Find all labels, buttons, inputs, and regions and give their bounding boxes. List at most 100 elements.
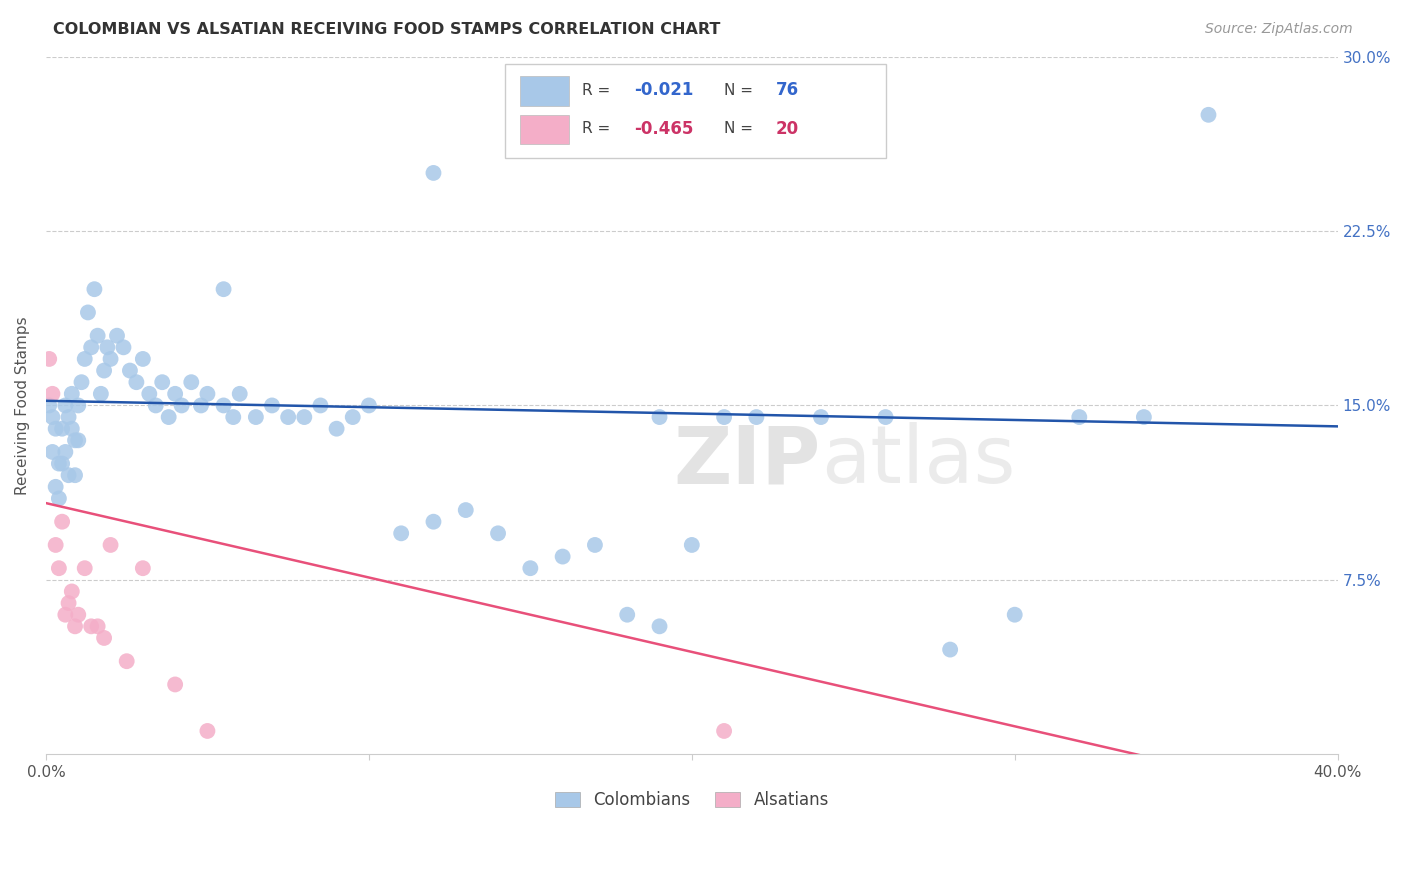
- Point: [165, 387, 187, 401]
- Point: [454, 503, 477, 517]
- Point: [41, 410, 63, 425]
- Point: [100, 538, 122, 552]
- Point: [681, 538, 703, 552]
- Point: [96, 340, 118, 354]
- Point: [80, 340, 103, 354]
- Point: [125, 375, 148, 389]
- Point: [551, 549, 574, 564]
- Point: [357, 399, 380, 413]
- Point: [63, 434, 86, 448]
- Point: [1198, 108, 1220, 122]
- Text: R =: R =: [582, 121, 616, 136]
- Point: [132, 561, 155, 575]
- Point: [48, 457, 70, 471]
- Point: [112, 340, 135, 354]
- Point: [157, 410, 180, 425]
- Point: [1069, 410, 1091, 425]
- Point: [51, 515, 73, 529]
- Point: [90, 387, 112, 401]
- Point: [48, 561, 70, 575]
- Point: [45, 422, 67, 436]
- Point: [1133, 410, 1156, 425]
- Point: [48, 491, 70, 506]
- Point: [60, 422, 83, 436]
- Point: [197, 387, 219, 401]
- Point: [60, 584, 83, 599]
- Point: [486, 526, 509, 541]
- Point: [325, 422, 347, 436]
- Point: [58, 468, 80, 483]
- Point: [67, 434, 90, 448]
- Point: [222, 410, 245, 425]
- Point: [292, 410, 315, 425]
- Point: [648, 410, 671, 425]
- Point: [53, 445, 76, 459]
- Point: [648, 619, 671, 633]
- Point: [745, 410, 768, 425]
- Point: [58, 596, 80, 610]
- Point: [86, 328, 108, 343]
- FancyBboxPatch shape: [520, 114, 569, 144]
- Point: [63, 619, 86, 633]
- Point: [342, 410, 364, 425]
- Text: N =: N =: [724, 121, 758, 136]
- Text: -0.021: -0.021: [634, 81, 693, 99]
- Point: [73, 561, 96, 575]
- Point: [260, 399, 283, 413]
- Text: N =: N =: [724, 83, 758, 97]
- Point: [58, 410, 80, 425]
- Text: atlas: atlas: [821, 422, 1015, 500]
- Point: [53, 399, 76, 413]
- Text: 20: 20: [776, 120, 799, 137]
- Point: [83, 282, 105, 296]
- Point: [939, 642, 962, 657]
- Point: [713, 410, 735, 425]
- Point: [86, 619, 108, 633]
- Point: [51, 422, 73, 436]
- Point: [389, 526, 412, 541]
- Point: [93, 363, 115, 377]
- Point: [41, 445, 63, 459]
- Point: [145, 399, 167, 413]
- Text: COLOMBIAN VS ALSATIAN RECEIVING FOOD STAMPS CORRELATION CHART: COLOMBIAN VS ALSATIAN RECEIVING FOOD STA…: [53, 22, 721, 37]
- Point: [63, 468, 86, 483]
- Point: [41, 387, 63, 401]
- Point: [875, 410, 897, 425]
- Text: ZIP: ZIP: [673, 422, 821, 500]
- Legend: Colombians, Alsatians: Colombians, Alsatians: [548, 784, 835, 815]
- Point: [115, 654, 138, 668]
- Point: [53, 607, 76, 622]
- Point: [150, 375, 173, 389]
- Point: [67, 607, 90, 622]
- Point: [105, 328, 128, 343]
- Point: [277, 410, 299, 425]
- Point: [170, 399, 193, 413]
- Point: [67, 399, 90, 413]
- Point: [519, 561, 541, 575]
- Point: [118, 363, 141, 377]
- Point: [51, 457, 73, 471]
- Point: [45, 480, 67, 494]
- Text: R =: R =: [582, 83, 616, 97]
- Point: [70, 375, 93, 389]
- Point: [245, 410, 267, 425]
- Point: [190, 399, 212, 413]
- Point: [422, 166, 444, 180]
- FancyBboxPatch shape: [520, 76, 569, 105]
- Point: [583, 538, 606, 552]
- Point: [180, 375, 202, 389]
- Point: [1004, 607, 1026, 622]
- Point: [422, 515, 444, 529]
- Text: Source: ZipAtlas.com: Source: ZipAtlas.com: [1205, 22, 1353, 37]
- Text: 76: 76: [776, 81, 799, 99]
- Point: [810, 410, 832, 425]
- Point: [45, 538, 67, 552]
- Y-axis label: Receiving Food Stamps: Receiving Food Stamps: [15, 316, 30, 495]
- Point: [73, 351, 96, 366]
- FancyBboxPatch shape: [505, 63, 886, 158]
- Point: [197, 723, 219, 738]
- Point: [165, 677, 187, 691]
- Point: [228, 387, 250, 401]
- Point: [38, 399, 60, 413]
- Point: [132, 351, 155, 366]
